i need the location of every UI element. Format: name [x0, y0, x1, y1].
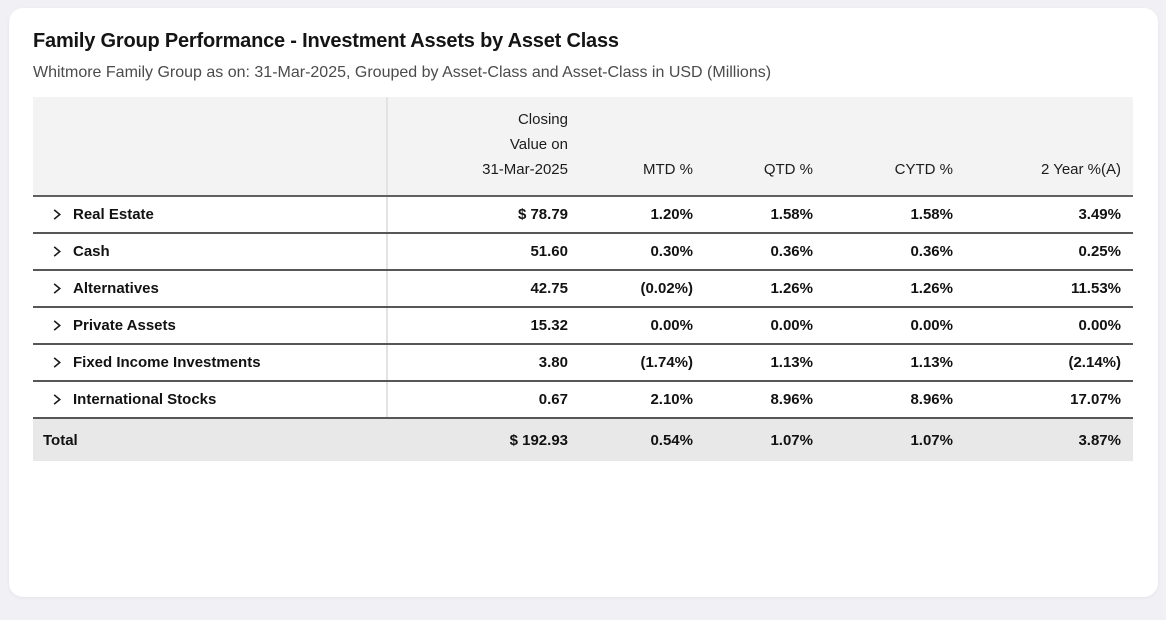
- 2year-cell: (2.14%): [1068, 354, 1121, 371]
- total-closing-value: $ 192.93: [509, 431, 568, 449]
- cytd-cell: 8.96%: [910, 391, 953, 408]
- qtd-cell: 1.58%: [770, 206, 813, 223]
- header-2year: 2 Year %(A): [1040, 161, 1121, 178]
- mtd-cell: 2.10%: [650, 391, 693, 408]
- chevron-right-icon[interactable]: [49, 208, 63, 222]
- header-cytd: CYTD %: [894, 161, 953, 178]
- chevron-right-icon[interactable]: [49, 319, 63, 333]
- cytd-cell: 1.58%: [910, 206, 953, 223]
- cytd-cell: 1.26%: [910, 280, 953, 297]
- chevron-right-icon[interactable]: [49, 282, 63, 296]
- asset-class-label: Cash: [73, 243, 110, 260]
- table-row-international-stocks[interactable]: International Stocks 0.67 2.10% 8.96% 8.…: [33, 382, 1133, 419]
- total-2year: 3.87%: [1078, 431, 1121, 449]
- closing-value-cell: $ 78.79: [517, 206, 568, 223]
- asset-class-label: Alternatives: [73, 280, 159, 297]
- header-mtd: MTD %: [643, 161, 693, 178]
- mtd-cell: 1.20%: [650, 206, 693, 223]
- asset-class-cell: Fixed Income Investments: [33, 345, 388, 380]
- chevron-right-icon[interactable]: [49, 393, 63, 407]
- 2year-cell: 17.07%: [1070, 391, 1121, 408]
- closing-value-cell: 42.75: [530, 280, 568, 297]
- table-total-row: Total $ 192.93 0.54% 1.07% 1.07% 3.87%: [33, 419, 1133, 461]
- asset-class-cell: Real Estate: [33, 197, 388, 232]
- mtd-cell: 0.00%: [650, 317, 693, 334]
- total-qtd: 1.07%: [770, 431, 813, 449]
- page-subtitle: Whitmore Family Group as on: 31-Mar-2025…: [33, 64, 772, 81]
- table-row-fixed-income[interactable]: Fixed Income Investments 3.80 (1.74%) 1.…: [33, 345, 1133, 382]
- closing-value-cell: 51.60: [530, 243, 568, 260]
- asset-class-label: Real Estate: [73, 206, 154, 223]
- table-row-private-assets[interactable]: Private Assets 15.32 0.00% 0.00% 0.00% 0…: [33, 308, 1133, 345]
- header-qtd: QTD %: [763, 161, 813, 178]
- table-row-alternatives[interactable]: Alternatives 42.75 (0.02%) 1.26% 1.26% 1…: [33, 271, 1133, 308]
- asset-class-cell: Cash: [33, 234, 388, 269]
- 2year-cell: 3.49%: [1078, 206, 1121, 223]
- qtd-cell: 0.00%: [770, 317, 813, 334]
- qtd-cell: 1.26%: [770, 280, 813, 297]
- qtd-cell: 1.13%: [770, 354, 813, 371]
- 2year-cell: 0.25%: [1078, 243, 1121, 260]
- cytd-cell: 0.36%: [910, 243, 953, 260]
- asset-class-label: Private Assets: [73, 317, 176, 334]
- table-row-real-estate[interactable]: Real Estate $ 78.79 1.20% 1.58% 1.58% 3.…: [33, 197, 1133, 234]
- cytd-cell: 1.13%: [910, 354, 953, 371]
- page-title: Family Group Performance - Investment As…: [33, 30, 619, 52]
- asset-class-cell: Alternatives: [33, 271, 388, 306]
- asset-class-cell: International Stocks: [33, 382, 388, 417]
- asset-class-cell: Private Assets: [33, 308, 388, 343]
- total-cytd: 1.07%: [910, 431, 953, 449]
- mtd-cell: (1.74%): [640, 354, 693, 371]
- cytd-cell: 0.00%: [910, 317, 953, 334]
- qtd-cell: 0.36%: [770, 243, 813, 260]
- asset-class-label: International Stocks: [73, 391, 217, 408]
- closing-value-cell: 3.80: [538, 354, 568, 371]
- asset-class-label: Fixed Income Investments: [73, 354, 261, 371]
- 2year-cell: 0.00%: [1078, 317, 1121, 334]
- total-label: Total: [43, 431, 78, 449]
- closing-value-cell: 0.67: [538, 391, 568, 408]
- chevron-right-icon[interactable]: [49, 245, 63, 259]
- table-row-cash[interactable]: Cash 51.60 0.30% 0.36% 0.36% 0.25%: [33, 234, 1133, 271]
- closing-value-cell: 15.32: [530, 317, 568, 334]
- qtd-cell: 8.96%: [770, 391, 813, 408]
- mtd-cell: (0.02%): [640, 280, 693, 297]
- performance-table: Closing Value on 31-Mar-2025 MTD % QTD %…: [33, 97, 1133, 461]
- header-closing-line-2: Value on: [509, 136, 568, 153]
- table-header-row: Closing Value on 31-Mar-2025 MTD % QTD %…: [33, 97, 1133, 197]
- mtd-cell: 0.30%: [650, 243, 693, 260]
- total-mtd: 0.54%: [650, 431, 693, 449]
- header-closing-line-3: 31-Mar-2025: [482, 161, 568, 178]
- header-closing-value: Closing Value on 31-Mar-2025: [388, 97, 568, 195]
- 2year-cell: 11.53%: [1070, 280, 1121, 297]
- report-card: Family Group Performance - Investment As…: [9, 8, 1158, 597]
- header-asset-class: [33, 97, 388, 195]
- header-closing-line-1: Closing: [517, 111, 568, 128]
- chevron-right-icon[interactable]: [49, 356, 63, 370]
